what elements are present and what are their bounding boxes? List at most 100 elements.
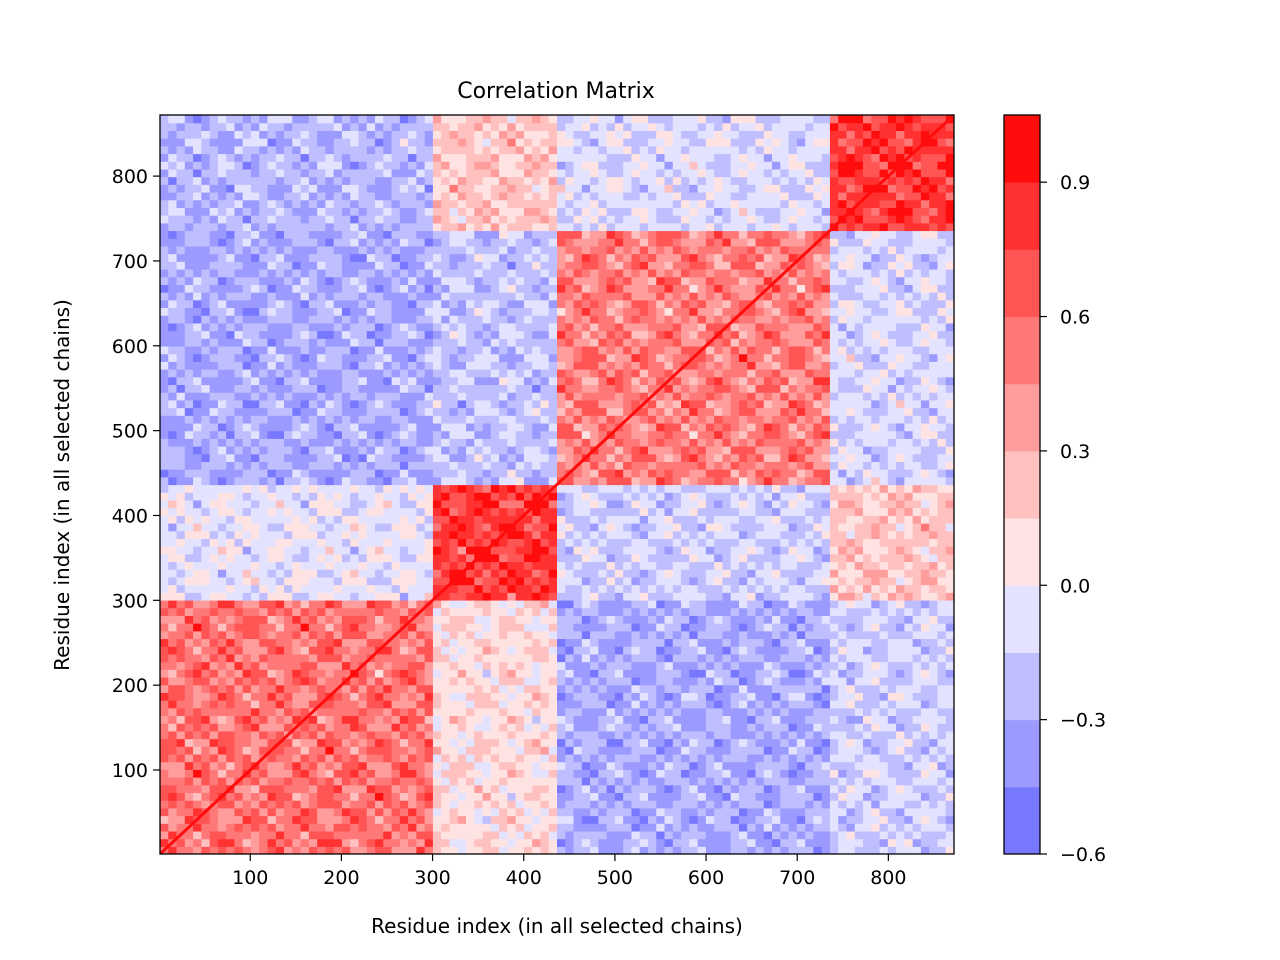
heatmap-cell [482,815,492,824]
heatmap-cell [317,730,327,740]
heatmap-cell [217,669,227,678]
heatmap-cell [317,592,327,601]
heatmap-cell [548,369,558,378]
heatmap-cell [193,122,202,131]
heatmap-cell [523,476,533,486]
heatmap-cell [234,800,244,809]
heatmap-cell [391,338,401,347]
heatmap-cell [557,561,566,570]
heatmap-cell [168,215,178,224]
heatmap-cell [193,692,202,701]
heatmap-cell [350,553,360,563]
heatmap-cell [176,299,186,309]
heatmap-cell [284,207,293,216]
heatmap-cell [507,838,517,847]
heatmap-cell [499,546,508,555]
heatmap-cell [275,307,285,316]
heatmap-cell [160,784,169,794]
heatmap-cell [548,623,558,632]
heatmap-cell [457,830,467,840]
heatmap-cell [540,638,550,647]
heatmap-cell [300,399,310,409]
heatmap-cell [408,115,417,124]
heatmap-cell [341,476,351,486]
heatmap-cell [540,446,550,455]
heatmap-cell [226,476,236,486]
heatmap-cell [424,723,434,732]
heatmap-cell [383,615,393,624]
heatmap-cell [292,569,302,578]
heatmap-cell [590,838,599,847]
heatmap-cell [267,777,277,786]
heatmap-cell [184,130,194,139]
heatmap-cell [209,438,219,447]
heatmap-cell [250,715,260,724]
heatmap-cell [284,700,293,709]
heatmap-cell [449,115,459,124]
heatmap-cell [333,653,343,663]
heatmap-cell [474,615,484,624]
heatmap-cell [573,376,583,386]
heatmap-cell [308,538,318,547]
heatmap-cell [532,700,542,709]
heatmap-cell [515,807,525,817]
heatmap-cell [457,284,467,293]
heatmap-cell [184,592,194,601]
heatmap-cell [358,823,368,832]
heatmap-cell [565,161,575,170]
heatmap-cell [466,322,475,332]
heatmap-cell [184,800,194,809]
heatmap-cell [176,507,186,516]
heatmap-cell [523,230,533,239]
heatmap-cell [325,430,335,439]
heatmap-cell [160,115,169,124]
heatmap-cell [548,569,558,578]
heatmap-cell [160,469,169,478]
heatmap-cell [557,199,566,208]
heatmap-cell [383,284,393,293]
heatmap-cell [168,707,178,717]
heatmap-cell [466,846,475,854]
heatmap-cell [333,345,343,355]
heatmap-cell [490,415,500,424]
heatmap-cell [226,315,236,324]
heatmap-cell [482,538,492,547]
heatmap-cell [234,307,244,316]
heatmap-cell [350,599,360,609]
heatmap-cell [184,792,194,801]
heatmap-cell [317,538,327,547]
heatmap-cell [432,399,442,409]
heatmap-cell [242,838,252,847]
heatmap-cell [557,553,566,563]
heatmap-cell [201,676,211,686]
heatmap-cell [209,292,219,301]
heatmap-cell [317,430,327,439]
heatmap-cell [474,815,484,824]
heatmap-cell [424,769,434,778]
heatmap-cell [160,800,169,809]
heatmap-cell [193,184,202,193]
heatmap-cell [515,130,525,139]
heatmap-cell [358,376,368,386]
heatmap-cell [242,615,252,624]
heatmap-cell [209,338,219,347]
heatmap-cell [466,753,475,763]
heatmap-cell [474,245,484,255]
heatmap-cell [457,846,467,854]
heatmap-cell [424,453,434,463]
heatmap-cell [341,576,351,586]
heatmap-cell [557,238,566,247]
heatmap-cell [581,507,591,516]
heatmap-cell [507,823,517,832]
heatmap-cell [573,453,583,463]
heatmap-cell [193,769,202,778]
heatmap-cell [242,176,252,185]
heatmap-cell [383,469,393,478]
heatmap-cell [160,130,169,139]
heatmap-cell [350,807,360,817]
heatmap-cell [209,599,219,609]
heatmap-cell [358,453,368,463]
heatmap-cell [565,338,575,347]
heatmap-cell [366,730,376,740]
heatmap-cell [325,815,335,824]
